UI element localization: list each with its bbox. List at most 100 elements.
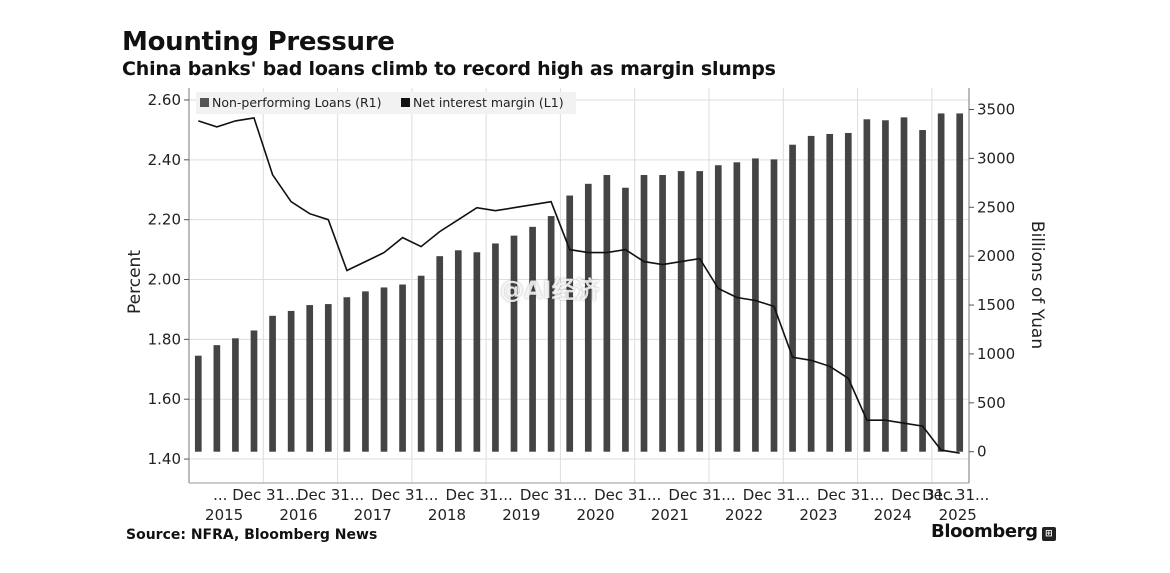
right-tick-label: 1500 bbox=[977, 296, 1015, 314]
x-month-label: Dec 31... bbox=[743, 486, 810, 504]
legend-label-nim: Net interest margin (L1) bbox=[413, 95, 564, 110]
npl-bar bbox=[863, 119, 871, 452]
left-tick-label: 2.60 bbox=[148, 91, 181, 109]
npl-bar bbox=[882, 120, 889, 452]
npl-bar bbox=[232, 338, 239, 452]
x-month-label: Dec 31... bbox=[446, 486, 513, 504]
nim-line bbox=[198, 117, 960, 454]
npl-bar bbox=[343, 297, 351, 452]
right-tick-label: 1000 bbox=[977, 345, 1015, 363]
x-year-label: 2023 bbox=[799, 506, 837, 524]
x-month-label: Dec 31... bbox=[520, 486, 587, 504]
npl-bar bbox=[510, 235, 518, 452]
left-tick-label: 2.00 bbox=[148, 271, 181, 289]
npl-bar bbox=[473, 252, 481, 452]
x-month-label: Dec 31... bbox=[817, 486, 884, 504]
x-axis-labels: ... Dec 31...Dec 31... Dec 31... Dec 31...… bbox=[205, 486, 989, 524]
right-tick-label: 0 bbox=[977, 443, 987, 461]
chart-title: Mounting Pressure bbox=[122, 27, 395, 57]
right-tick-label: 2000 bbox=[977, 247, 1015, 265]
npl-bar bbox=[714, 165, 722, 452]
npl-bar bbox=[306, 305, 314, 452]
npl-bar bbox=[919, 130, 926, 452]
npl-bar bbox=[603, 175, 611, 452]
npl-bar bbox=[826, 133, 834, 452]
x-month-label: Dec 31... bbox=[371, 486, 438, 504]
npl-bar bbox=[454, 250, 462, 452]
left-tick-label: 1.40 bbox=[148, 450, 181, 468]
npl-bar bbox=[622, 187, 629, 452]
npl-bar bbox=[956, 113, 964, 452]
npl-bar bbox=[640, 175, 648, 452]
legend-swatch-nim bbox=[401, 98, 410, 107]
right-tick-label: 3500 bbox=[977, 101, 1015, 119]
x-year-label: 2024 bbox=[874, 506, 912, 524]
right-tick-label: 3000 bbox=[977, 149, 1015, 167]
npl-bar bbox=[399, 284, 406, 452]
npl-bar bbox=[733, 162, 741, 452]
x-year-label: 2015 bbox=[205, 506, 243, 524]
npl-bar bbox=[492, 243, 499, 452]
npl-bar bbox=[584, 183, 592, 452]
npl-bar bbox=[250, 330, 258, 452]
right-tick-label: 500 bbox=[977, 394, 1006, 412]
npl-bar bbox=[213, 345, 221, 452]
npl-bar bbox=[659, 175, 666, 452]
x-year-label: 2018 bbox=[428, 506, 466, 524]
right-tick-label: 2500 bbox=[977, 198, 1015, 216]
x-year-label: 2019 bbox=[502, 506, 540, 524]
plot-frame bbox=[188, 88, 970, 484]
npl-bar bbox=[417, 275, 425, 452]
x-month-label: Dec 31... bbox=[922, 486, 989, 504]
npl-bar bbox=[696, 171, 704, 452]
source-note: Source: NFRA, Bloomberg News bbox=[126, 527, 378, 543]
bloomberg-mark-icon: ⊞ bbox=[1041, 527, 1056, 541]
legend: Non-performing Loans (R1) Net interest m… bbox=[196, 92, 576, 114]
npl-bar bbox=[900, 117, 908, 452]
x-month-label: Dec 31... bbox=[891, 486, 958, 504]
npl-bar bbox=[194, 355, 202, 452]
x-month-label: Dec 31... bbox=[297, 486, 364, 504]
legend-swatch-npl bbox=[200, 98, 209, 107]
x-year-label: 2022 bbox=[725, 506, 763, 524]
left-tick-label: 1.60 bbox=[148, 390, 181, 408]
x-year-label: 2021 bbox=[651, 506, 689, 524]
bloomberg-logo: Bloomberg ⊞ bbox=[931, 521, 1056, 542]
x-year-label: 2020 bbox=[576, 506, 614, 524]
npl-bar bbox=[380, 287, 388, 452]
right-axis-ticks: 3500 3000 2500 2000 1500 1000 500 0 bbox=[969, 101, 1015, 461]
legend-label-npl: Non-performing Loans (R1) bbox=[212, 95, 382, 110]
npl-bar bbox=[529, 226, 536, 452]
right-axis-label: Billions of Yuan bbox=[1027, 221, 1047, 349]
watermark: @AI经济 bbox=[500, 276, 600, 304]
npl-bars bbox=[194, 113, 964, 452]
grid-lines bbox=[189, 88, 969, 483]
brand-name: Bloomberg bbox=[931, 521, 1038, 542]
npl-bar bbox=[436, 256, 444, 452]
npl-bar bbox=[362, 291, 369, 452]
npl-bar bbox=[547, 216, 555, 452]
npl-bar bbox=[269, 315, 276, 452]
npl-bar bbox=[287, 310, 295, 452]
npl-bar bbox=[677, 171, 685, 452]
npl-bar bbox=[844, 132, 852, 452]
x-month-label: ... Dec 31... bbox=[213, 486, 299, 504]
x-month-label: Dec 31... bbox=[594, 486, 661, 504]
npl-bar bbox=[324, 304, 332, 452]
npl-bar bbox=[789, 144, 796, 452]
x-year-label: 2016 bbox=[279, 506, 317, 524]
npl-bar bbox=[937, 113, 945, 452]
chart-subtitle: China banks' bad loans climb to record h… bbox=[122, 58, 776, 80]
left-tick-label: 2.20 bbox=[148, 211, 181, 229]
npl-bar bbox=[770, 159, 778, 452]
left-tick-label: 2.40 bbox=[148, 151, 181, 169]
npl-bar bbox=[807, 135, 815, 452]
legend-background bbox=[196, 92, 576, 114]
x-year-label: 2017 bbox=[354, 506, 392, 524]
npl-bar bbox=[752, 158, 759, 452]
npl-bar bbox=[566, 195, 574, 452]
left-axis-ticks: 2.60 2.40 2.20 2.00 1.80 1.60 1.40 bbox=[148, 91, 189, 468]
left-axis-label: Percent bbox=[125, 250, 145, 314]
x-month-label: Dec 31... bbox=[668, 486, 735, 504]
